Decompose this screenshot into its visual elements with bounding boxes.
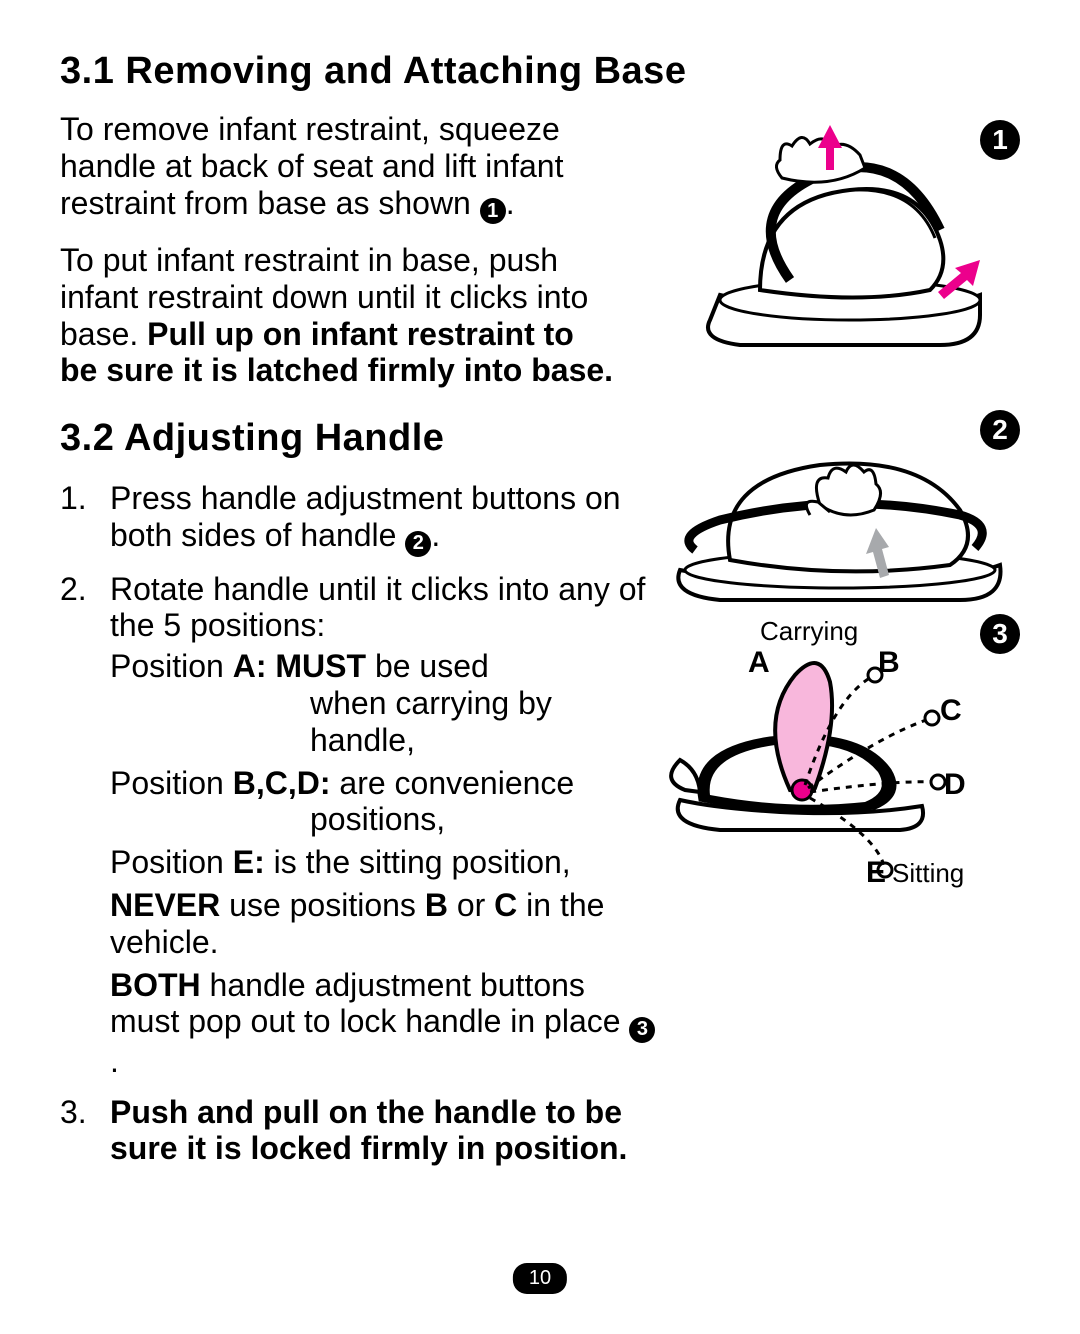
step3-bold: Push and pull on the handle to be sure i… <box>110 1094 627 1167</box>
figure-3-illustration <box>660 620 1020 910</box>
pos-a-line: Position A: MUST be used when carrying b… <box>110 648 660 758</box>
ref-1-inline: 1 <box>480 198 506 224</box>
steps-list: Press handle adjustment buttons on both … <box>60 480 660 1167</box>
ref-3-inline: 3 <box>629 1017 655 1043</box>
step2-intro: Rotate handle until it clicks into any o… <box>110 571 645 644</box>
label-carrying: Carrying <box>760 616 858 647</box>
posBCD-bold: B,C,D: <box>233 765 331 801</box>
figure-1-badge: 1 <box>980 120 1020 160</box>
posE-a: Position <box>110 844 233 880</box>
never-b: B <box>425 887 448 923</box>
figure-3-badge: 3 <box>980 614 1020 654</box>
heading-3-1: 3.1 Removing and Attaching Base <box>60 50 1020 93</box>
both-end: . <box>110 1043 119 1079</box>
step1-c: . <box>431 517 440 553</box>
step-2: Rotate handle until it clicks into any o… <box>60 571 660 1080</box>
figure-2-illustration <box>660 420 1020 620</box>
step-1: Press handle adjustment buttons on both … <box>60 480 660 556</box>
label-D: D <box>944 768 966 802</box>
pivot-icon <box>792 780 812 800</box>
label-B: B <box>878 646 900 680</box>
posA-sub: when carrying by handle, <box>110 685 660 759</box>
ref-2-inline: 2 <box>405 531 431 557</box>
para-attach: To put infant restraint in base, push in… <box>60 242 620 389</box>
pos-e-line: Position E: is the sitting position, <box>110 844 660 881</box>
pos-bcd-line: Position B,C,D: are convenience position… <box>110 765 660 839</box>
posBCD-b: are convenience <box>331 765 575 801</box>
never-line: NEVER use positions B or C in the vehicl… <box>110 887 660 961</box>
step1-a: Press handle adjustment buttons on both … <box>110 480 621 553</box>
figure-1: 1 <box>680 120 1020 360</box>
page-number: 10 <box>513 1263 567 1294</box>
figure-3: 3 Carrying A B C D E Sitting <box>660 620 1020 910</box>
posBCD-sub: positions, <box>110 801 660 838</box>
label-A: A <box>748 646 770 680</box>
never-or: or <box>448 887 494 923</box>
both-line: BOTH handle adjustment buttons must pop … <box>110 967 660 1080</box>
step-3: Push and pull on the handle to be sure i… <box>60 1094 660 1168</box>
both-bold: BOTH <box>110 967 201 1003</box>
figure-2: 2 <box>660 420 1020 620</box>
posBCD-a: Position <box>110 765 233 801</box>
positions-block: Position A: MUST be used when carrying b… <box>110 648 660 1079</box>
para-remove: To remove infant restraint, squeeze hand… <box>60 111 620 224</box>
figure-1-illustration <box>680 120 1020 360</box>
never-mid: use positions <box>220 887 425 923</box>
posE-bold: E: <box>233 844 265 880</box>
label-C: C <box>940 694 962 728</box>
posA-bold: A: MUST <box>233 648 366 684</box>
label-E: E <box>866 856 886 890</box>
figure-2-badge: 2 <box>980 410 1020 450</box>
posA-b: be used <box>366 648 489 684</box>
para1-text-c: . <box>506 185 515 221</box>
posA-a: Position <box>110 648 233 684</box>
label-sitting: Sitting <box>892 858 964 889</box>
never-bold: NEVER <box>110 887 220 923</box>
posE-b: is the sitting position, <box>265 844 571 880</box>
never-c: C <box>494 887 517 923</box>
